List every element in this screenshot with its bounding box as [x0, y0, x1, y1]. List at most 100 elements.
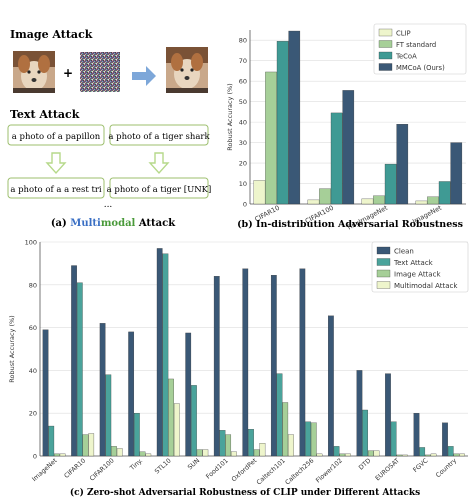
bar	[105, 374, 112, 457]
caption-c: (c) Zero-shot Adversarial Robustness of …	[70, 487, 420, 498]
bar	[42, 329, 49, 457]
bar	[345, 453, 351, 457]
text-attacked-2: a photo of a tiger [UNK]	[107, 185, 212, 195]
caption-a-prefix: (a)	[51, 218, 70, 229]
bar	[248, 429, 254, 457]
bar	[413, 413, 420, 457]
bar	[99, 323, 106, 457]
bar	[427, 196, 439, 205]
bar	[225, 434, 232, 457]
caption-a-modal: modal	[101, 218, 136, 229]
bar	[299, 268, 306, 457]
legend-swatch	[376, 246, 391, 255]
bar	[384, 163, 397, 205]
bar	[76, 282, 83, 457]
bar	[168, 378, 174, 457]
text-original-1: a photo of a papillon	[12, 132, 101, 142]
bar	[219, 430, 226, 457]
bar	[361, 198, 374, 205]
bar	[438, 181, 451, 205]
text-box-original-1	[7, 124, 105, 146]
text-box-original-2	[109, 124, 209, 146]
legend-box	[373, 23, 467, 75]
bar	[450, 142, 463, 205]
bar	[362, 409, 368, 457]
legend-swatch	[376, 258, 391, 266]
y-tick-label: 40	[239, 119, 247, 127]
legend-swatch	[376, 281, 391, 289]
bar	[213, 276, 220, 457]
y-tick-label: 70	[239, 57, 247, 65]
caption-a: (a) Multimodal Attack	[51, 218, 176, 229]
bar	[82, 434, 89, 457]
y-tick-label: 10	[239, 180, 247, 188]
bar	[156, 248, 163, 457]
text-attack-title: Text Attack	[10, 108, 80, 121]
legend-swatch	[376, 269, 391, 278]
bar	[139, 451, 146, 457]
y-tick-label: 80	[239, 37, 247, 45]
legend-box	[371, 241, 469, 293]
bar	[425, 454, 431, 457]
bar	[134, 413, 140, 457]
bar	[231, 451, 237, 457]
bar	[162, 253, 169, 457]
bar	[48, 425, 55, 457]
bar	[396, 454, 403, 457]
y-tick-label: 30	[239, 139, 247, 147]
bar	[270, 275, 277, 457]
y-tick-label: 0	[243, 201, 247, 209]
x-tick-label: EUROSAT	[374, 457, 401, 482]
bar	[459, 453, 465, 457]
bar	[307, 199, 320, 205]
y-axis-label: Robust Accuracy (%)	[226, 83, 234, 150]
x-tick-label: Country	[435, 457, 458, 479]
bar	[328, 315, 334, 457]
x-tick-label: CIFAR10	[63, 457, 87, 480]
bar	[447, 446, 454, 457]
bar	[442, 422, 448, 457]
bar	[185, 332, 192, 457]
bar	[88, 433, 95, 457]
legend-label: Text Attack	[393, 259, 434, 267]
bar	[330, 112, 343, 205]
bar	[59, 453, 66, 457]
legend-swatch	[378, 51, 393, 60]
bar	[202, 449, 209, 457]
text-original-2: a photo of a tiger shark	[108, 132, 210, 142]
bar	[111, 446, 117, 457]
legend-label: CLIP	[396, 30, 411, 38]
bar	[242, 268, 249, 457]
bar	[128, 331, 135, 457]
image-attack-title: Image Attack	[10, 28, 93, 41]
caption-a-suffix: Attack	[135, 218, 176, 229]
y-tick-label: 40	[29, 367, 37, 375]
bar	[196, 449, 203, 457]
y-tick-label: 20	[29, 410, 37, 418]
bar	[145, 453, 152, 457]
bar	[282, 402, 289, 457]
bar	[116, 448, 123, 457]
right-arrow-icon	[132, 66, 156, 86]
bar	[305, 421, 311, 457]
x-tick-label: SUN	[187, 457, 202, 471]
x-tick-label: DTD	[358, 457, 373, 471]
bar	[402, 454, 408, 457]
legend-label: Multimodal Attack	[394, 282, 458, 290]
bar	[385, 373, 391, 457]
bar	[316, 453, 323, 457]
bar	[276, 373, 283, 457]
legend-label: MMCoA (Ours)	[396, 64, 445, 72]
bar	[367, 450, 374, 457]
bar	[259, 443, 266, 457]
x-tick-label: OxfordPet	[231, 457, 259, 483]
bar	[253, 180, 266, 205]
text-box-attacked-2	[109, 177, 209, 199]
bar	[419, 447, 426, 457]
y-tick-label: 100	[25, 239, 37, 247]
x-tick-label: Caltech256	[284, 457, 315, 486]
bar	[310, 422, 317, 457]
bar	[453, 453, 460, 457]
